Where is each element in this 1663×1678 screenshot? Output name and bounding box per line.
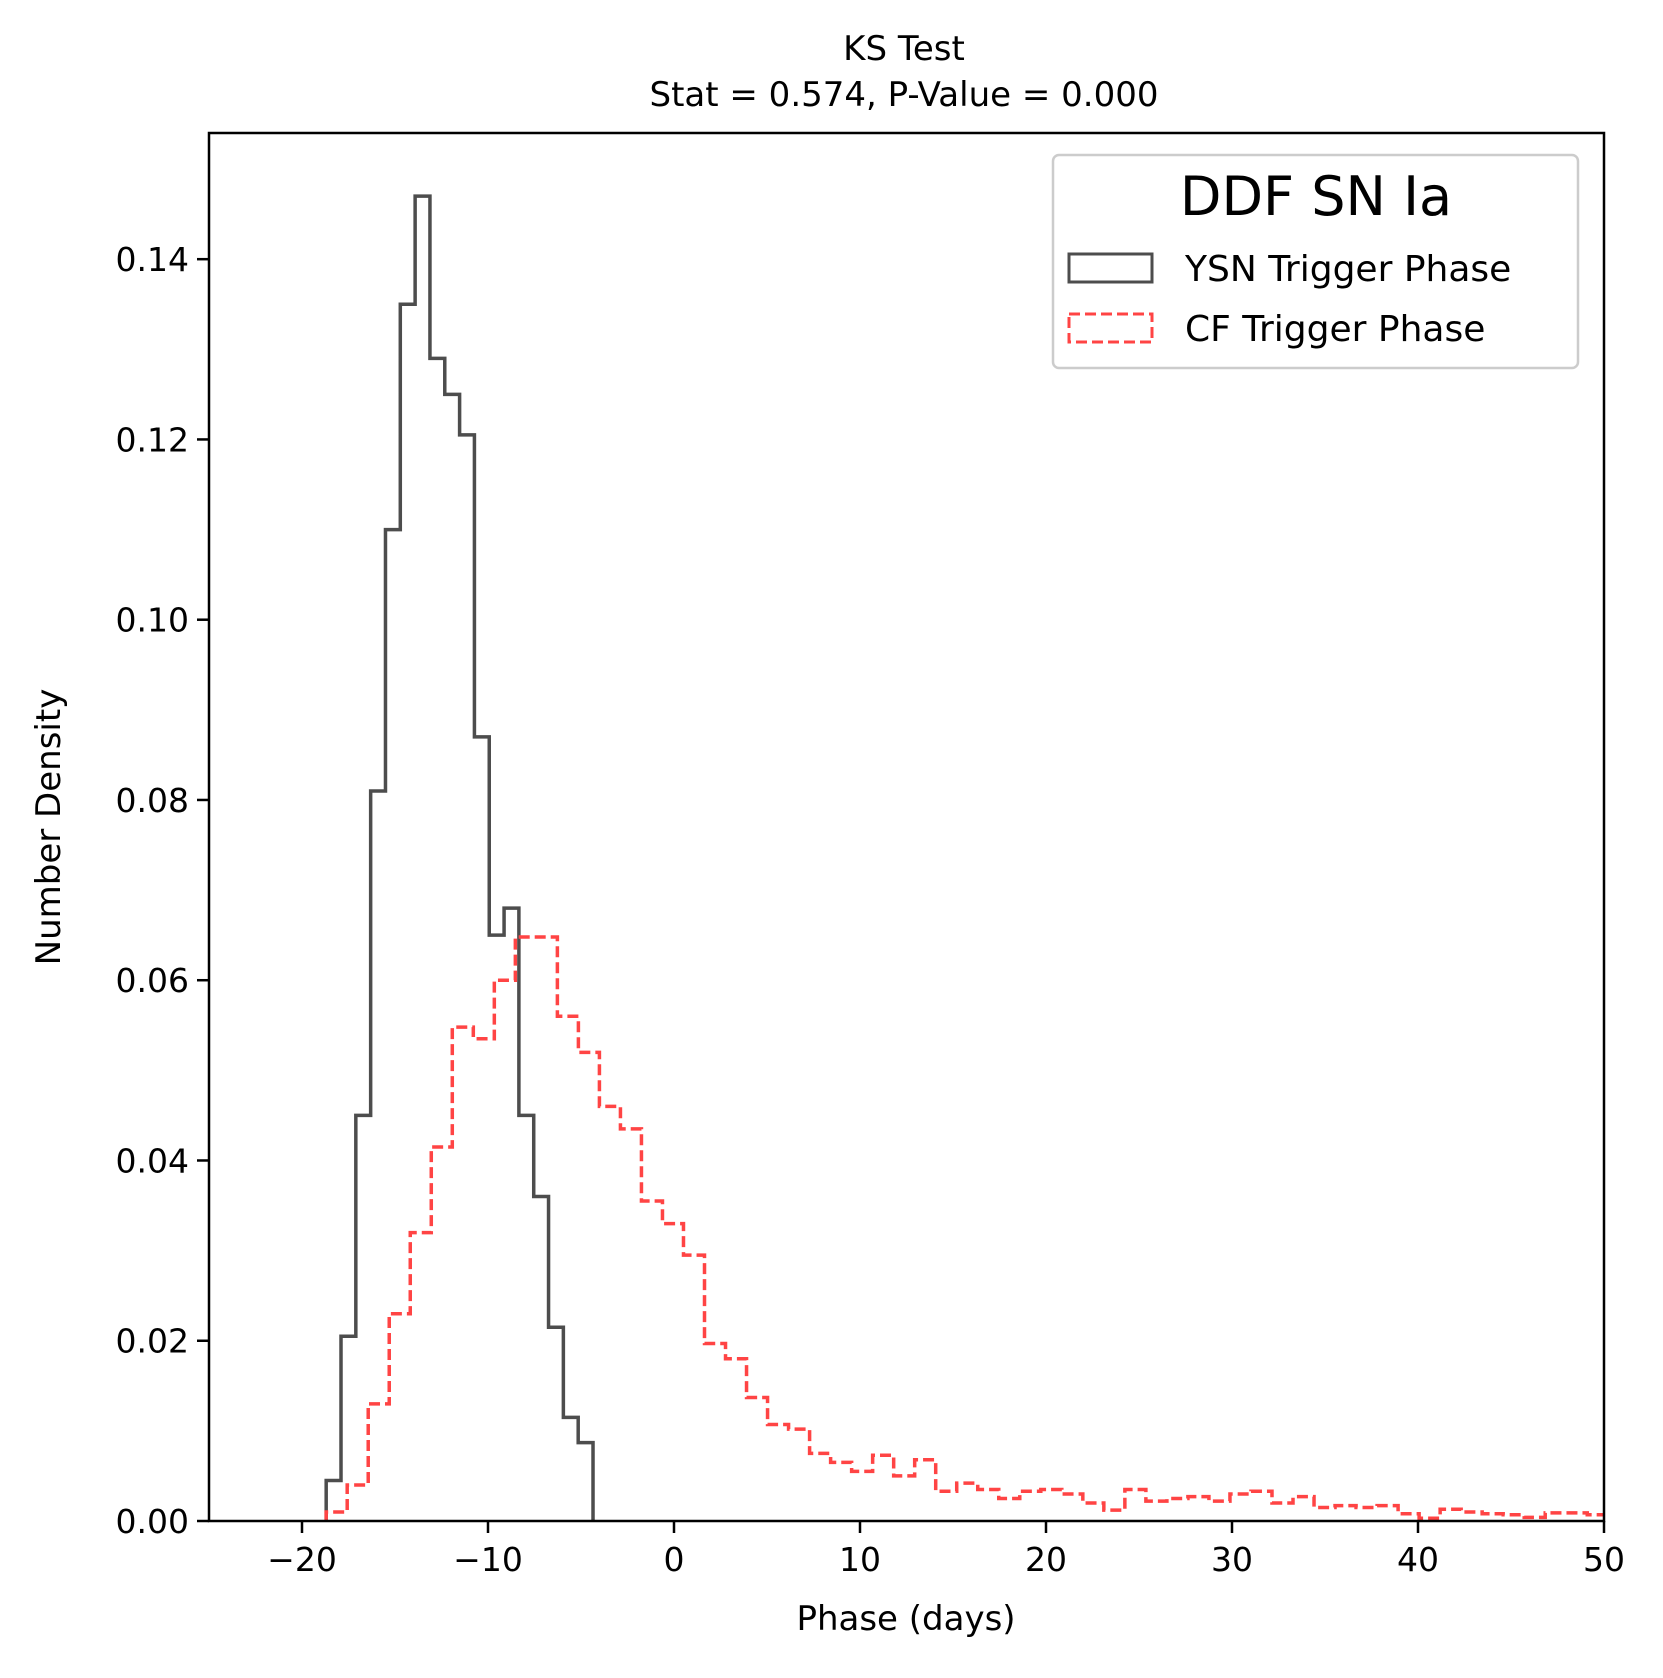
chart-subtitle: Stat = 0.574, P-Value = 0.000 bbox=[650, 75, 1159, 115]
x-axis-label: Phase (days) bbox=[796, 1599, 1015, 1639]
x-tick: 40 bbox=[1397, 1521, 1439, 1579]
y-tick: 0.12 bbox=[116, 420, 209, 459]
x-tick: −20 bbox=[267, 1521, 337, 1579]
legend-swatch-ysn bbox=[1067, 252, 1154, 284]
y-tick: 0.08 bbox=[116, 781, 209, 820]
y-tick: 0.02 bbox=[116, 1322, 209, 1361]
x-tick-label: 40 bbox=[1397, 1540, 1439, 1579]
y-tick-label: 0.04 bbox=[116, 1141, 189, 1180]
x-tick-label: 50 bbox=[1583, 1540, 1625, 1579]
x-tick-label: −10 bbox=[453, 1540, 523, 1579]
x-tick-label: 10 bbox=[839, 1540, 881, 1579]
x-tick-label: 20 bbox=[1025, 1540, 1067, 1579]
legend-label-ysn: YSN Trigger Phase bbox=[1184, 249, 1511, 290]
x-tick-label: 0 bbox=[664, 1540, 685, 1579]
y-tick: 0.10 bbox=[116, 601, 209, 640]
legend-swatch-cf bbox=[1067, 312, 1154, 344]
y-tick-label: 0.14 bbox=[116, 240, 189, 279]
legend: DDF SN Ia YSN Trigger Phase CF Trigger P… bbox=[1051, 153, 1580, 370]
y-axis-label: Number Density bbox=[29, 689, 69, 966]
y-tick-label: 0.06 bbox=[116, 961, 189, 1000]
x-tick-label: 30 bbox=[1211, 1540, 1253, 1579]
x-tick: 0 bbox=[664, 1521, 685, 1579]
x-tick-label: −20 bbox=[267, 1540, 337, 1579]
x-tick: 50 bbox=[1583, 1521, 1625, 1579]
y-tick: 0.06 bbox=[116, 961, 209, 1000]
x-tick: −10 bbox=[453, 1521, 523, 1579]
y-tick: 0.00 bbox=[116, 1502, 209, 1541]
legend-label-cf: CF Trigger Phase bbox=[1185, 309, 1485, 350]
series-cf-step bbox=[324, 935, 1604, 1521]
y-tick-label: 0.10 bbox=[116, 601, 189, 640]
y-tick-label: 0.12 bbox=[116, 420, 189, 459]
x-tick: 10 bbox=[839, 1521, 881, 1579]
legend-title: DDF SN Ia bbox=[1180, 165, 1452, 228]
x-tick: 30 bbox=[1211, 1521, 1253, 1579]
chart-title: KS Test bbox=[843, 29, 965, 69]
series-ysn-step bbox=[324, 194, 595, 1521]
x-tick: 20 bbox=[1025, 1521, 1067, 1579]
y-tick-label: 0.02 bbox=[116, 1322, 189, 1361]
plot-frame bbox=[207, 131, 1606, 1523]
y-tick-label: 0.00 bbox=[116, 1502, 189, 1541]
y-tick: 0.14 bbox=[116, 240, 209, 279]
legend-box bbox=[1051, 153, 1580, 370]
y-tick: 0.04 bbox=[116, 1141, 209, 1180]
y-tick-label: 0.08 bbox=[116, 781, 189, 820]
